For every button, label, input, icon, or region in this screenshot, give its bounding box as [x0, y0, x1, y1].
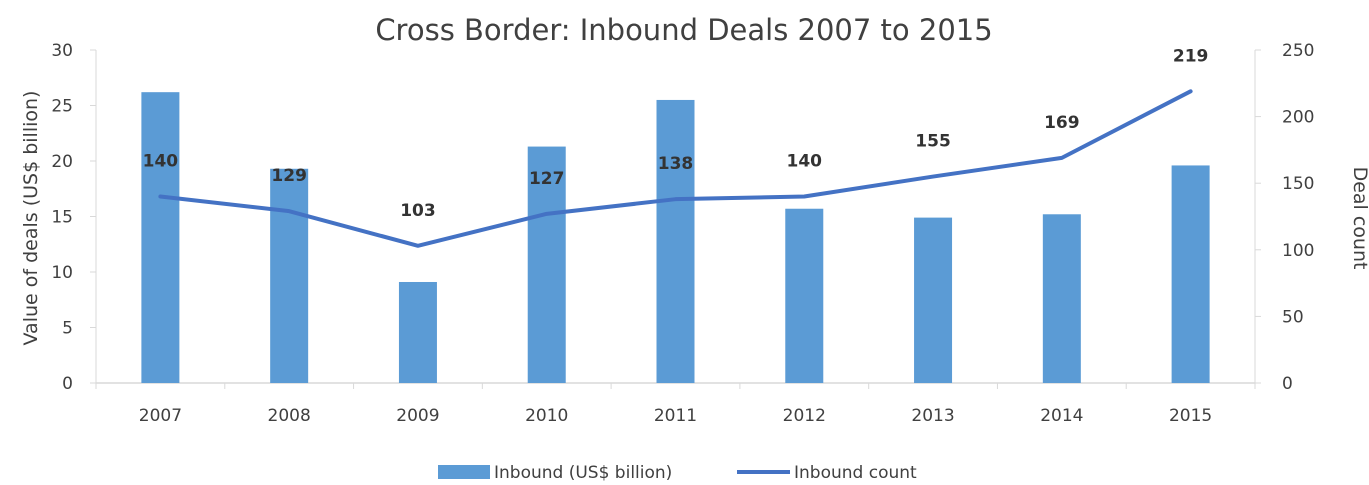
- bar: [141, 92, 180, 384]
- y-right-tick-label: 50: [1282, 307, 1304, 327]
- x-tick-label: 2011: [654, 406, 697, 426]
- y-left-tick-label: 15: [51, 208, 73, 228]
- legend-bar-swatch: [438, 465, 490, 479]
- y-axis-left-ticks: 0 5 10 15 20 25 30: [51, 41, 96, 394]
- legend-bar-label: Inbound (US$ billion): [494, 463, 672, 483]
- y-left-tick-label: 30: [51, 41, 73, 61]
- bar: [398, 281, 437, 383]
- x-tick-label: 2010: [525, 406, 568, 426]
- y-right-tick-label: 0: [1282, 374, 1293, 394]
- bar: [270, 168, 309, 383]
- legend-line-label: Inbound count: [794, 463, 917, 483]
- bar: [914, 217, 953, 383]
- bar-series: [141, 92, 1210, 384]
- data-label: 103: [400, 201, 436, 221]
- x-tick-label: 2013: [911, 406, 954, 426]
- bar: [527, 146, 566, 383]
- x-tick-label: 2012: [783, 406, 826, 426]
- bar: [656, 99, 695, 383]
- x-tick-label: 2007: [139, 406, 182, 426]
- data-label: 155: [915, 132, 951, 152]
- data-label: 140: [787, 152, 823, 172]
- line-series-path: [158, 89, 1193, 248]
- y-left-tick-label: 5: [62, 319, 73, 339]
- x-tick-label: 2008: [268, 406, 311, 426]
- line-series: [158, 89, 1193, 248]
- y-left-tick-label: 0: [62, 374, 73, 394]
- x-tick-label: 2009: [396, 406, 439, 426]
- y-right-tick-label: 200: [1282, 108, 1314, 128]
- x-axis-ticks: 2007 2008 2009 2010 2011 2012 2013 2014 2015: [95, 383, 1256, 426]
- bar: [785, 208, 824, 383]
- data-labels: 140 129 103 127 138 140 155 169 219: [143, 46, 1209, 221]
- bar: [1171, 165, 1210, 383]
- legend: Inbound (US$ billion) Inbound count: [438, 463, 917, 483]
- y-axis-right-label: Deal count: [1349, 167, 1369, 270]
- y-right-tick-label: 150: [1282, 174, 1314, 194]
- y-left-tick-label: 20: [51, 152, 73, 172]
- data-label: 169: [1044, 113, 1080, 133]
- y-right-tick-label: 250: [1282, 41, 1314, 61]
- bar: [1042, 214, 1081, 383]
- y-axis-right-ticks: 0 50 100 150 200 250: [1255, 41, 1314, 394]
- data-label: 138: [658, 154, 694, 174]
- y-left-tick-label: 25: [51, 97, 73, 117]
- data-label: 129: [271, 166, 307, 186]
- y-axis-left-label: Value of deals (US$ billion): [20, 91, 42, 346]
- x-tick-label: 2015: [1169, 406, 1212, 426]
- data-label: 127: [529, 169, 565, 189]
- chart-title: Cross Border: Inbound Deals 2007 to 2015: [375, 13, 992, 47]
- y-left-tick-label: 10: [51, 263, 73, 283]
- data-label: 219: [1173, 46, 1209, 66]
- y-right-tick-label: 100: [1282, 241, 1314, 261]
- data-label: 140: [143, 152, 179, 172]
- x-tick-label: 2014: [1040, 406, 1083, 426]
